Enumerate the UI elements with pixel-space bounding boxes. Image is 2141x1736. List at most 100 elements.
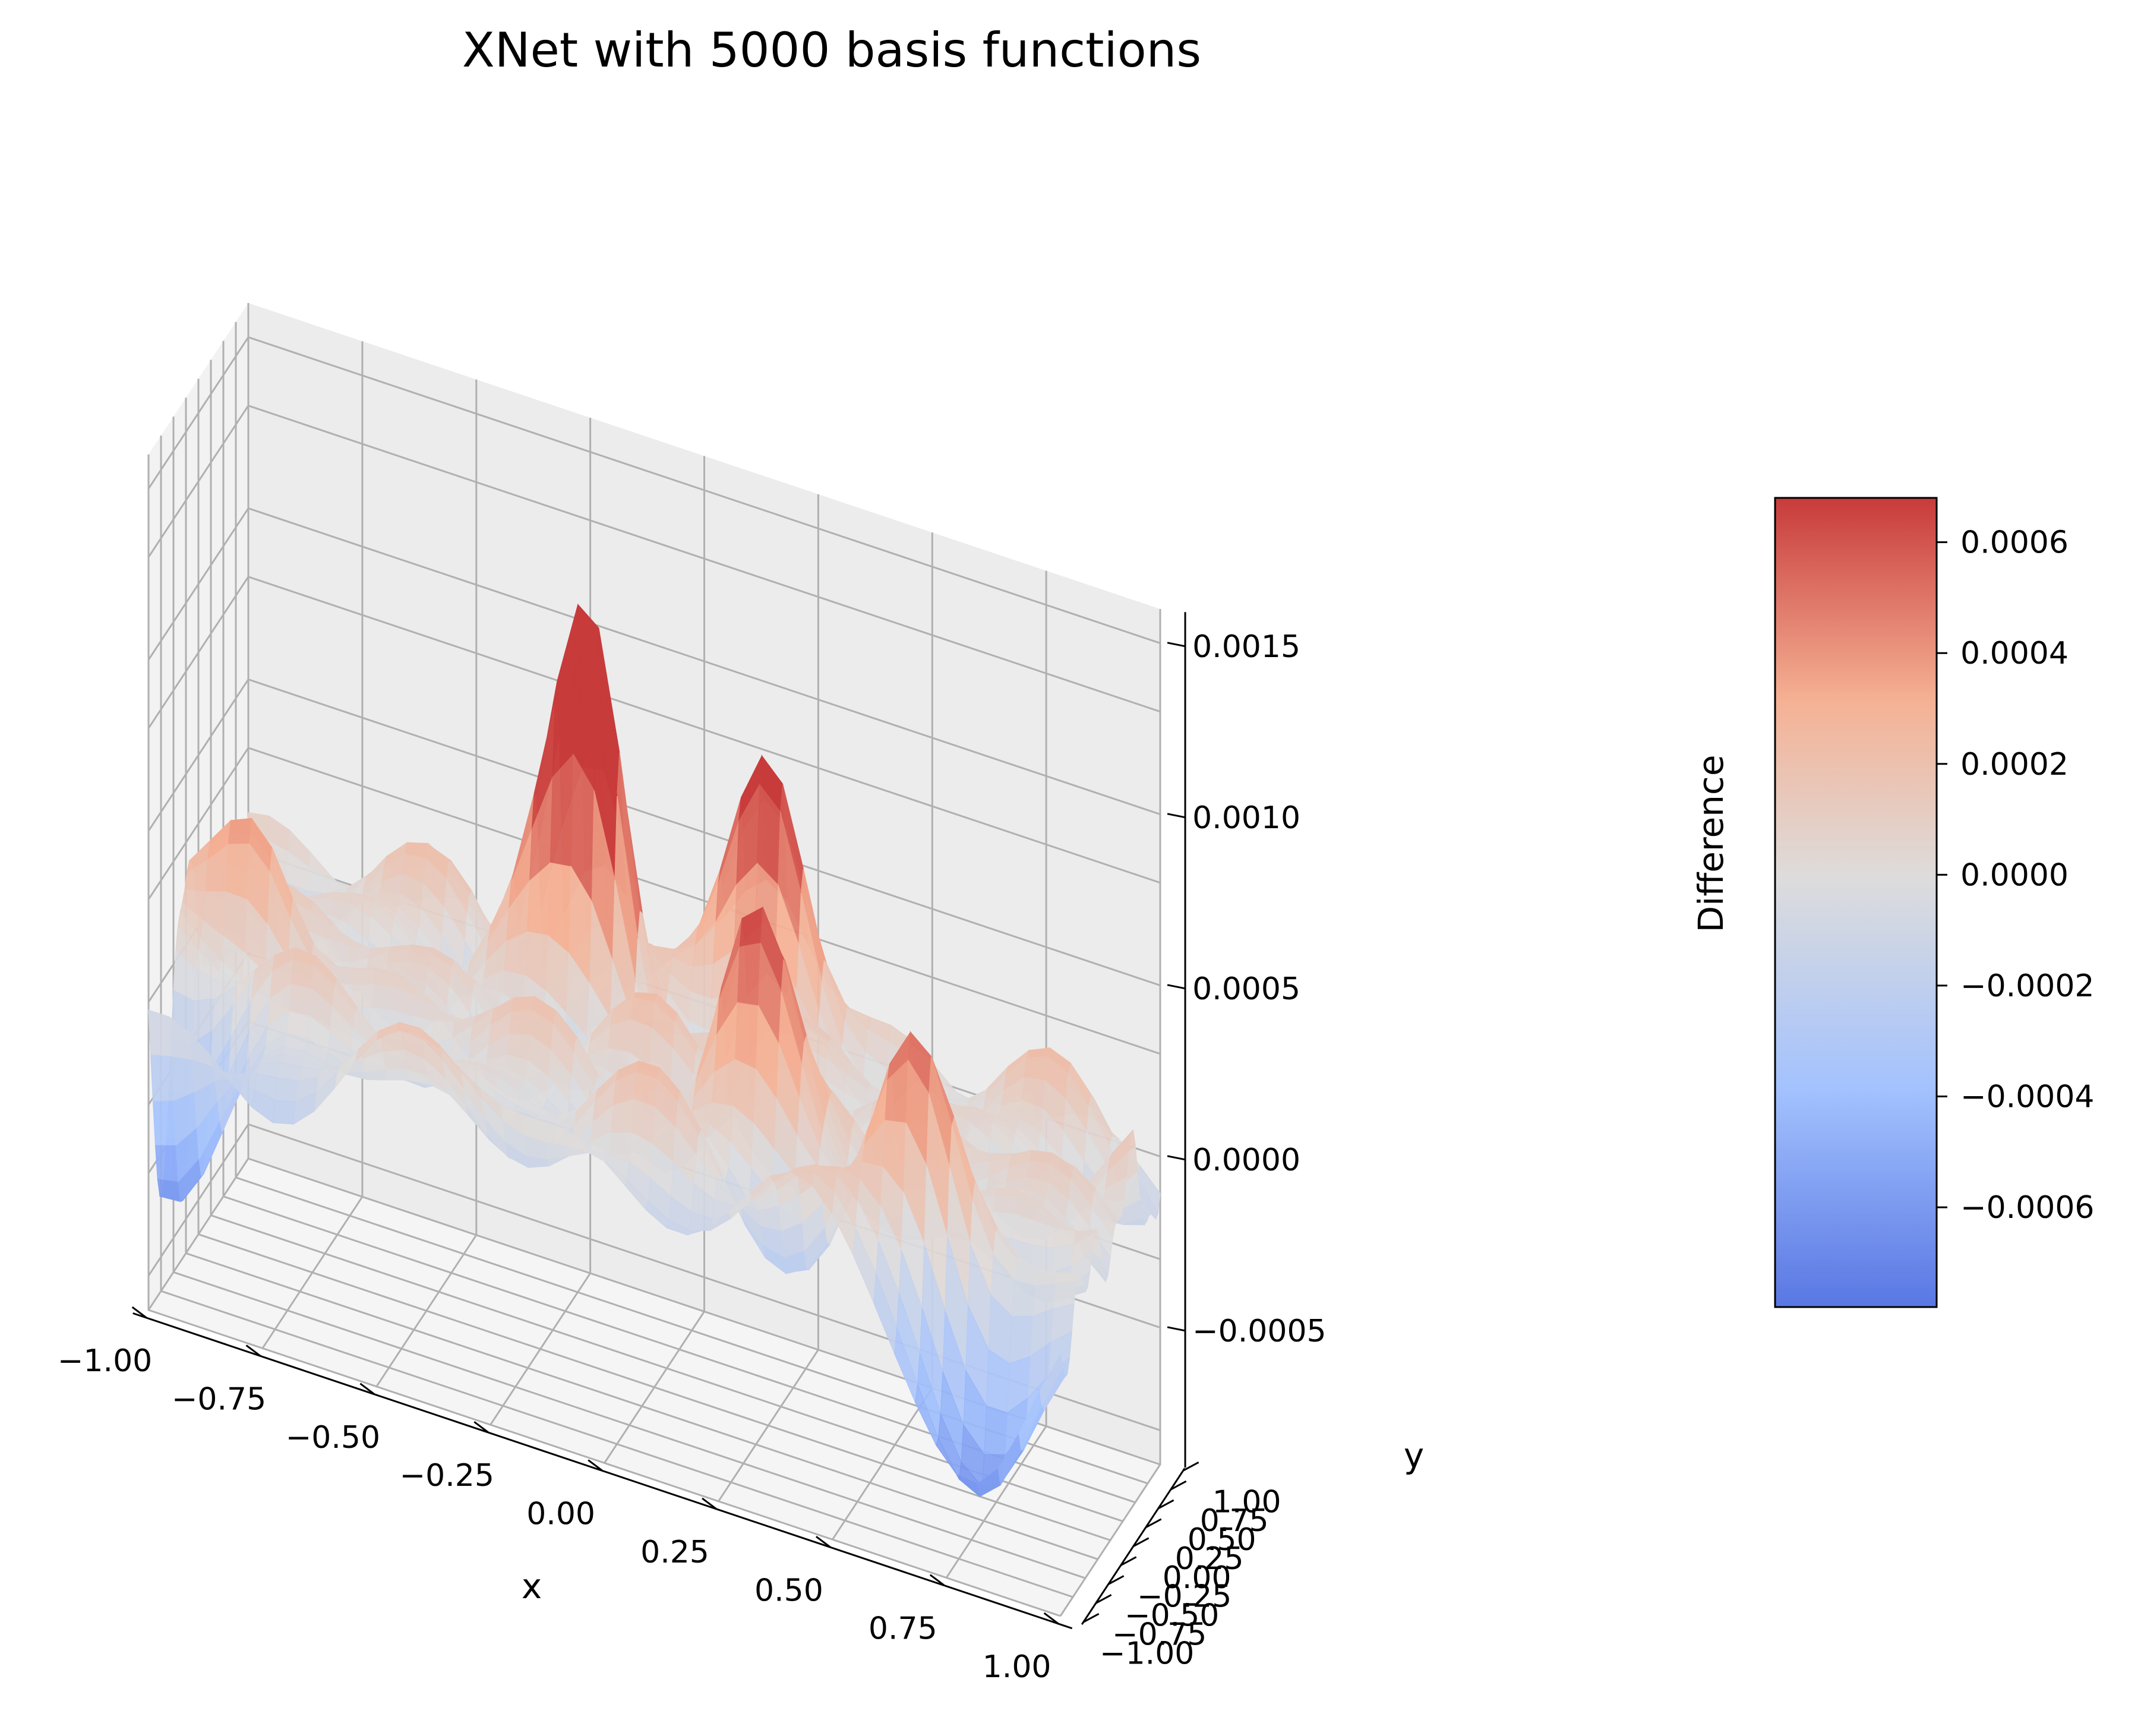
y-tick-label: 1.00	[1212, 1484, 1281, 1520]
grid-line-y	[210, 359, 1123, 1523]
surface-patch	[228, 818, 252, 845]
y-tick-mark	[1120, 1556, 1137, 1566]
surface-patch	[1039, 1353, 1063, 1406]
y-tick-mark	[1157, 1499, 1174, 1510]
grid-line-z	[147, 507, 1161, 816]
x-tick-mark	[1043, 1612, 1059, 1625]
x-tick-label: 0.00	[526, 1497, 595, 1532]
grid-line-z	[147, 405, 1161, 713]
colorbar-tick-label: 0.0000	[1960, 857, 2069, 893]
surface-patch	[274, 1077, 299, 1103]
x-tick-label: −1.00	[58, 1343, 152, 1379]
y-tick-mark	[1107, 1575, 1125, 1585]
colorbar-tick-label: 0.0002	[1960, 747, 2069, 782]
grid-line-z	[147, 747, 1161, 1055]
z-tick-mark	[1167, 813, 1186, 819]
y-tick-label: 0.75	[1200, 1503, 1269, 1539]
axis-lines	[131, 612, 1199, 1630]
surface-patch	[148, 1009, 172, 1057]
z-tick-label: 0.0010	[1192, 800, 1300, 836]
y-tick-label: 0.50	[1188, 1522, 1256, 1558]
y-tick-mark	[1182, 1461, 1199, 1472]
colorbar-ticks: −0.0006 −0.0004 −0.0002 0.0000 0.0002 0.0004 0…	[1937, 525, 2095, 1226]
y-tick-label: 0.00	[1163, 1560, 1231, 1596]
grid-line-y	[235, 321, 1148, 1485]
colorbar-tick-label: 0.0006	[1960, 525, 2069, 561]
surface-patch	[154, 1144, 179, 1182]
colorbar-tick-label: −0.0004	[1960, 1080, 2095, 1115]
grid-line-y	[160, 435, 1073, 1598]
y-tick-label: −0.75	[1112, 1617, 1207, 1652]
grid-line-y	[185, 397, 1098, 1560]
z-tick-label: 0.0015	[1192, 629, 1300, 665]
grid-line-y	[247, 303, 1161, 1466]
grid-line-y	[222, 340, 1136, 1504]
colorbar-tick-label: −0.0002	[1960, 968, 2095, 1004]
surface-patch	[735, 1002, 759, 1070]
x-tick-label: −0.75	[172, 1382, 266, 1418]
x-axis-label: x	[522, 1566, 542, 1606]
surface-patch	[1024, 1056, 1048, 1081]
grid-line-z	[147, 1123, 1161, 1431]
surface-patch	[383, 1049, 407, 1069]
x-tick-mark	[588, 1459, 604, 1472]
y-tick-mark	[1082, 1612, 1100, 1623]
z-tick-label: 0.0005	[1192, 971, 1300, 1007]
grid-line-z	[147, 336, 1161, 645]
x-tick-label: 0.25	[640, 1535, 709, 1570]
surface-patch	[509, 1010, 533, 1036]
surface-patch	[737, 942, 761, 1006]
surface-patch	[288, 983, 312, 1017]
z-tick-mark	[1167, 984, 1186, 990]
surface-patch	[352, 970, 377, 986]
colorbar-tick-label: 0.0004	[1960, 636, 2069, 671]
surface-patch	[226, 843, 250, 901]
colorbar-gradient	[1774, 497, 1938, 1308]
surface-patch	[511, 996, 536, 1012]
y-tick-mark	[1095, 1594, 1112, 1604]
z-tick-mark	[1167, 1155, 1186, 1161]
x-tick-mark	[815, 1536, 831, 1548]
x-tick-mark	[131, 1306, 147, 1319]
surface-patch	[1009, 1316, 1033, 1364]
surface-patch	[385, 1068, 409, 1081]
z-tick-label: 0.0000	[1192, 1142, 1300, 1178]
y-tick-mark	[1170, 1480, 1187, 1491]
x-tick-mark	[929, 1574, 945, 1586]
surface-patch	[152, 1100, 176, 1145]
y-tick-label: 0.25	[1175, 1541, 1244, 1577]
grid-line-y	[172, 416, 1086, 1579]
grid-line-z	[147, 678, 1161, 987]
surface-patch	[993, 1194, 1017, 1215]
z-tick-label: −0.0005	[1192, 1314, 1327, 1349]
y-tick-mark	[1132, 1537, 1150, 1548]
surface-patch	[150, 1054, 175, 1102]
z-tick-mark	[1167, 1326, 1186, 1332]
x-tick-label: 0.75	[869, 1611, 937, 1647]
chart-title: XNet with 5000 basis functions	[462, 23, 1201, 78]
colorbar: −0.0006 −0.0004 −0.0002 0.0000 0.0002 0.0004 0…	[1691, 497, 2095, 1308]
x-tick-label: 0.50	[754, 1573, 823, 1608]
colorbar-label: Difference	[1691, 755, 1731, 932]
z-tick-mark	[1167, 642, 1186, 648]
x-tick-label: −0.25	[400, 1458, 494, 1494]
y-tick-label: −0.50	[1125, 1598, 1219, 1634]
surface-patch	[984, 1405, 1008, 1456]
difference-surface	[148, 604, 1161, 1498]
x-tick-label: −0.50	[286, 1420, 380, 1456]
tick-labels: −1.00−1.00−0.75−0.75−0.50−0.50−0.25−0.25…	[58, 629, 1327, 1685]
surface-patch	[1011, 1279, 1035, 1317]
x-tick-mark	[359, 1383, 375, 1396]
y-axis-label: y	[1404, 1435, 1424, 1476]
surface-patch	[371, 984, 395, 1011]
x-tick-label: 1.00	[983, 1649, 1051, 1685]
grid-line-y	[147, 454, 1061, 1617]
surface-patch	[1055, 1272, 1079, 1284]
x-tick-mark	[245, 1344, 261, 1357]
grid-line-y	[197, 378, 1111, 1541]
grid-line-z	[147, 576, 1161, 884]
x-tick-mark	[702, 1497, 717, 1510]
x-tick-mark	[473, 1421, 490, 1434]
